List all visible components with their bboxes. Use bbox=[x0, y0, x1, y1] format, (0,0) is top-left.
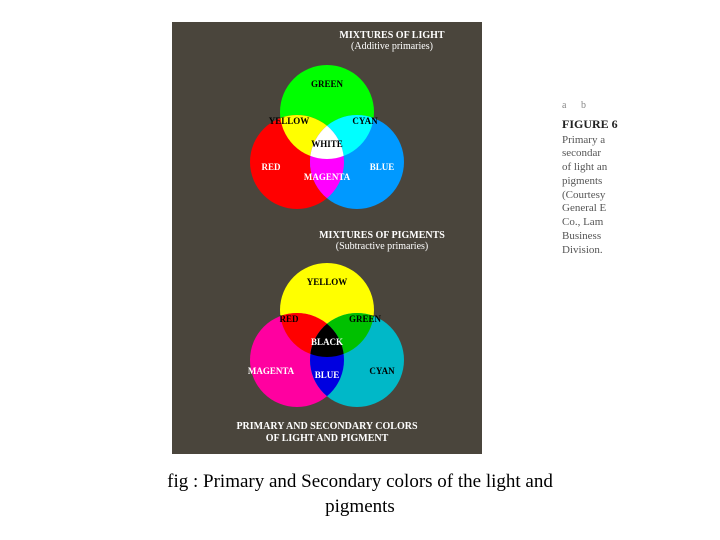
panel-main-title-line1: PRIMARY AND SECONDARY COLORS bbox=[236, 421, 417, 432]
bottom-caption: fig : Primary and Secondary colors of th… bbox=[130, 470, 590, 519]
panel-main-title: PRIMARY AND SECONDARY COLORS OF LIGHT AN… bbox=[172, 421, 482, 444]
subtractive-title: MIXTURES OF PIGMENTS (Subtractive primar… bbox=[302, 230, 462, 252]
label-white: WHITE bbox=[311, 139, 343, 149]
side-text: Primary a secondar of light an pigments … bbox=[562, 134, 702, 258]
additive-subtitle-text: (Additive primaries) bbox=[351, 41, 433, 52]
label-red2: RED bbox=[279, 314, 299, 324]
label-green: GREEN bbox=[311, 79, 344, 89]
label-yellow: YELLOW bbox=[269, 116, 310, 126]
label-cyan2: CYAN bbox=[369, 366, 395, 376]
additive-title-text: MIXTURES OF LIGHT bbox=[339, 30, 444, 41]
label-blue2: BLUE bbox=[315, 370, 340, 380]
label-magenta2: MAGENTA bbox=[248, 366, 295, 376]
subtractive-title-text: MIXTURES OF PIGMENTS bbox=[319, 230, 445, 241]
label-cyan: CYAN bbox=[352, 116, 378, 126]
label-blue: BLUE bbox=[370, 162, 395, 172]
label-red: RED bbox=[261, 162, 281, 172]
label-black: BLACK bbox=[311, 337, 343, 347]
additive-title: MIXTURES OF LIGHT (Additive primaries) bbox=[322, 30, 462, 52]
side-caption: a b FIGURE 6 Primary a secondar of light… bbox=[562, 100, 702, 257]
additive-venn: GREEN YELLOW CYAN WHITE RED BLUE MAGENTA bbox=[227, 52, 427, 222]
subtractive-venn: YELLOW RED GREEN BLACK MAGENTA CYAN BLUE bbox=[227, 250, 427, 420]
side-ab: a b bbox=[562, 100, 702, 113]
figure-panel: MIXTURES OF LIGHT (Additive primaries) G… bbox=[172, 22, 482, 454]
label-magenta: MAGENTA bbox=[304, 172, 351, 182]
label-yellow2: YELLOW bbox=[307, 277, 348, 287]
side-figno: FIGURE 6 bbox=[562, 117, 702, 132]
label-green2: GREEN bbox=[349, 314, 382, 324]
panel-main-title-line2: OF LIGHT AND PIGMENT bbox=[266, 433, 389, 444]
